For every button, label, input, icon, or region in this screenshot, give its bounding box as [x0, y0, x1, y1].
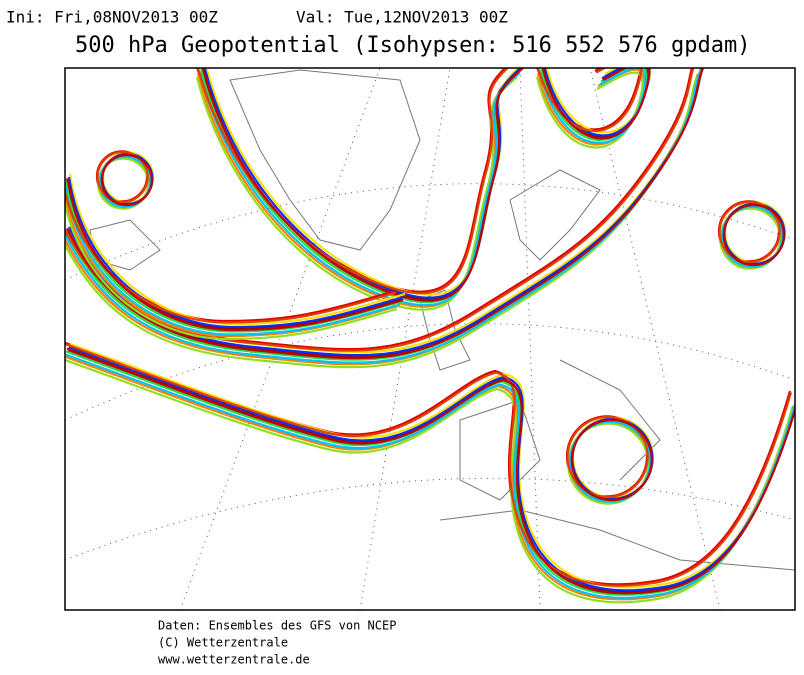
map-frame — [64, 67, 796, 611]
isohypse-line — [203, 68, 523, 299]
isohypse-line — [65, 184, 401, 336]
isohypse-line — [205, 68, 520, 296]
isohypse-line — [65, 341, 792, 586]
footer-line: www.wetterzentrale.de — [158, 653, 310, 667]
footer-line: Daten: Ensembles des GFS von NCEP — [158, 619, 396, 633]
isohypse-line — [69, 342, 795, 589]
isohypse-line — [67, 68, 705, 360]
isohypse-line — [538, 68, 647, 144]
isohypse-line — [541, 68, 650, 140]
init-time: Ini: Fri,08NOV2013 00Z — [6, 8, 218, 27]
map-title: 500 hPa Geopotential (Isohypsen: 516 552… — [75, 33, 751, 58]
isohypse-line — [201, 68, 524, 302]
graticule — [65, 68, 795, 610]
isohypse-line — [65, 342, 793, 587]
isohypse-line — [67, 348, 795, 595]
isohypse-line — [65, 187, 397, 324]
isohypse-line — [100, 153, 153, 207]
isohypse-line — [65, 190, 399, 338]
map-area — [65, 68, 795, 610]
isohypse-line — [65, 68, 695, 352]
isohypse-line — [570, 418, 653, 502]
isohypse-line — [68, 173, 406, 326]
footer-line: (C) Wetterzentrale — [158, 636, 288, 650]
isohypse-line — [66, 179, 404, 332]
isohypse-line — [65, 358, 794, 604]
valid-time: Val: Tue,12NOV2013 00Z — [296, 8, 508, 27]
isohypse-line — [722, 203, 785, 267]
isohypse-line — [198, 71, 521, 307]
isohypse-lines — [65, 68, 795, 604]
isohypse-line — [196, 68, 510, 295]
isohypse-line — [65, 353, 795, 599]
isohypse-line — [67, 176, 405, 329]
isohypse-line — [65, 198, 398, 341]
